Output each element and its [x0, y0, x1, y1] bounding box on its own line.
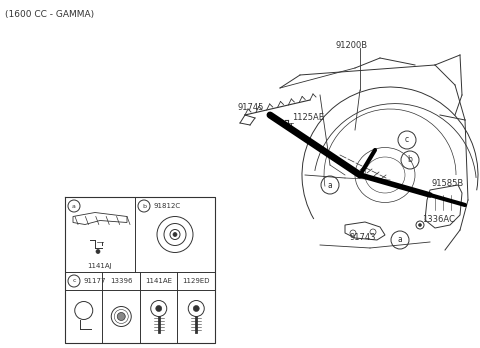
- Circle shape: [96, 250, 100, 253]
- Text: 91743: 91743: [350, 232, 376, 242]
- Text: 13396: 13396: [110, 278, 132, 284]
- Text: 1125AE: 1125AE: [292, 112, 324, 121]
- Circle shape: [173, 232, 177, 237]
- Circle shape: [156, 306, 162, 311]
- Text: 91585B: 91585B: [432, 179, 464, 188]
- Text: 91200B: 91200B: [335, 41, 367, 50]
- Circle shape: [419, 223, 421, 227]
- Text: c: c: [72, 278, 76, 284]
- Text: a: a: [328, 181, 332, 190]
- Text: 91745: 91745: [237, 103, 264, 112]
- Circle shape: [117, 313, 125, 321]
- Text: 1129ED: 1129ED: [182, 278, 210, 284]
- Text: a: a: [397, 236, 402, 245]
- Text: b: b: [408, 156, 412, 165]
- Text: 1141AJ: 1141AJ: [88, 263, 112, 269]
- Text: c: c: [405, 135, 409, 144]
- Text: 1336AC: 1336AC: [422, 215, 455, 224]
- Text: b: b: [142, 204, 146, 208]
- Text: (1600 CC - GAMMA): (1600 CC - GAMMA): [5, 10, 94, 19]
- Text: 91177: 91177: [83, 278, 106, 284]
- Text: a: a: [72, 204, 76, 208]
- Text: 91812C: 91812C: [153, 203, 180, 209]
- Circle shape: [193, 306, 199, 311]
- Text: 1141AE: 1141AE: [145, 278, 172, 284]
